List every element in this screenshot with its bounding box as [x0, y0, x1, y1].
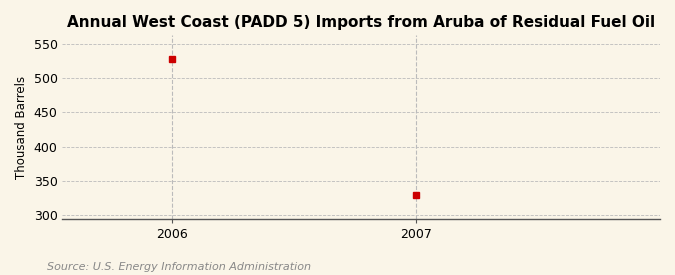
Text: Source: U.S. Energy Information Administration: Source: U.S. Energy Information Administ… — [47, 262, 311, 272]
Title: Annual West Coast (PADD 5) Imports from Aruba of Residual Fuel Oil: Annual West Coast (PADD 5) Imports from … — [67, 15, 655, 30]
Y-axis label: Thousand Barrels: Thousand Barrels — [15, 75, 28, 178]
